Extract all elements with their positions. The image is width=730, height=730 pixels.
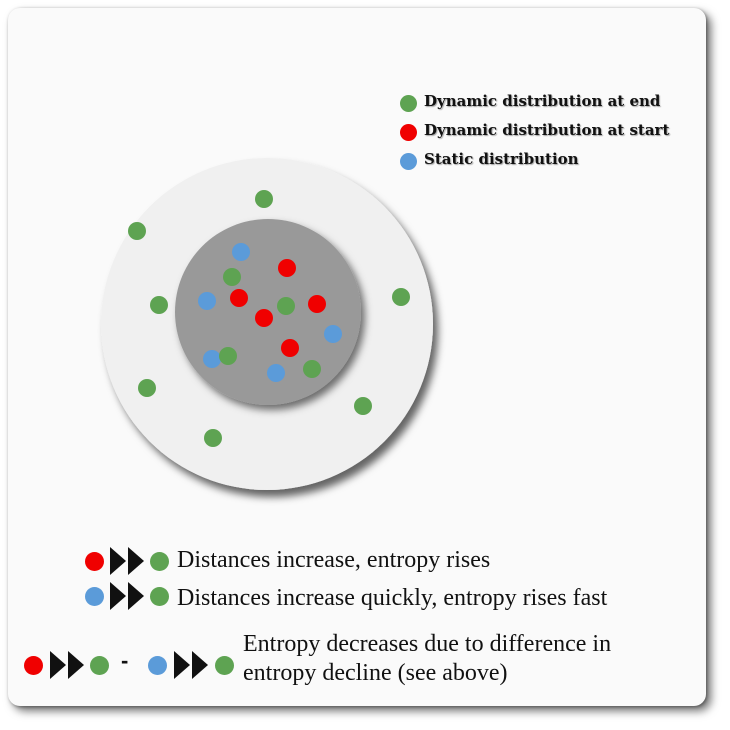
legend-label: Dynamic distribution at end (424, 92, 661, 110)
fast-forward-icon (110, 547, 144, 575)
particle-end (204, 429, 222, 447)
rule2-from-dot (85, 587, 104, 606)
combined-text-line2: entropy decline (see above) (243, 660, 508, 686)
legend-label: Dynamic distribution at start (424, 121, 670, 139)
particle-end (392, 288, 410, 306)
particle-end (255, 190, 273, 208)
particle-static (324, 325, 342, 343)
particle-static (198, 292, 216, 310)
rule1-from-dot (85, 552, 104, 571)
combined-lhs-to-dot (90, 656, 109, 675)
particle-end (150, 296, 168, 314)
particle-end (128, 222, 146, 240)
particle-end (223, 268, 241, 286)
legend-swatch-red (400, 124, 417, 141)
particle-end (277, 297, 295, 315)
legend-swatch-green (400, 95, 417, 112)
particle-end (138, 379, 156, 397)
particle-end (219, 347, 237, 365)
rule1-text: Distances increase, entropy rises (177, 547, 491, 573)
particle-static (267, 364, 285, 382)
rule1-to-dot (150, 552, 169, 571)
rule2-to-dot (150, 587, 169, 606)
particle-start (255, 309, 273, 327)
particle-end (303, 360, 321, 378)
particle-start (278, 259, 296, 277)
combined-text-line1: Entropy decreases due to difference in (243, 631, 612, 657)
fast-forward-icon (50, 651, 84, 679)
combined-lhs-from-dot (24, 656, 43, 675)
rule2-text: Distances increase quickly, entropy rise… (177, 585, 608, 611)
particle-static (203, 350, 221, 368)
minus-sign: - (121, 648, 129, 673)
particle-static (232, 243, 250, 261)
legend-label: Static distribution (424, 150, 579, 168)
combined-rhs-to-dot (215, 656, 234, 675)
particle-start (308, 295, 326, 313)
fast-forward-icon (174, 651, 208, 679)
particle-start (281, 339, 299, 357)
particle-start (230, 289, 248, 307)
legend-swatch-blue (400, 153, 417, 170)
combined-rhs-from-dot (148, 656, 167, 675)
fast-forward-icon (110, 582, 144, 610)
particle-end (354, 397, 372, 415)
